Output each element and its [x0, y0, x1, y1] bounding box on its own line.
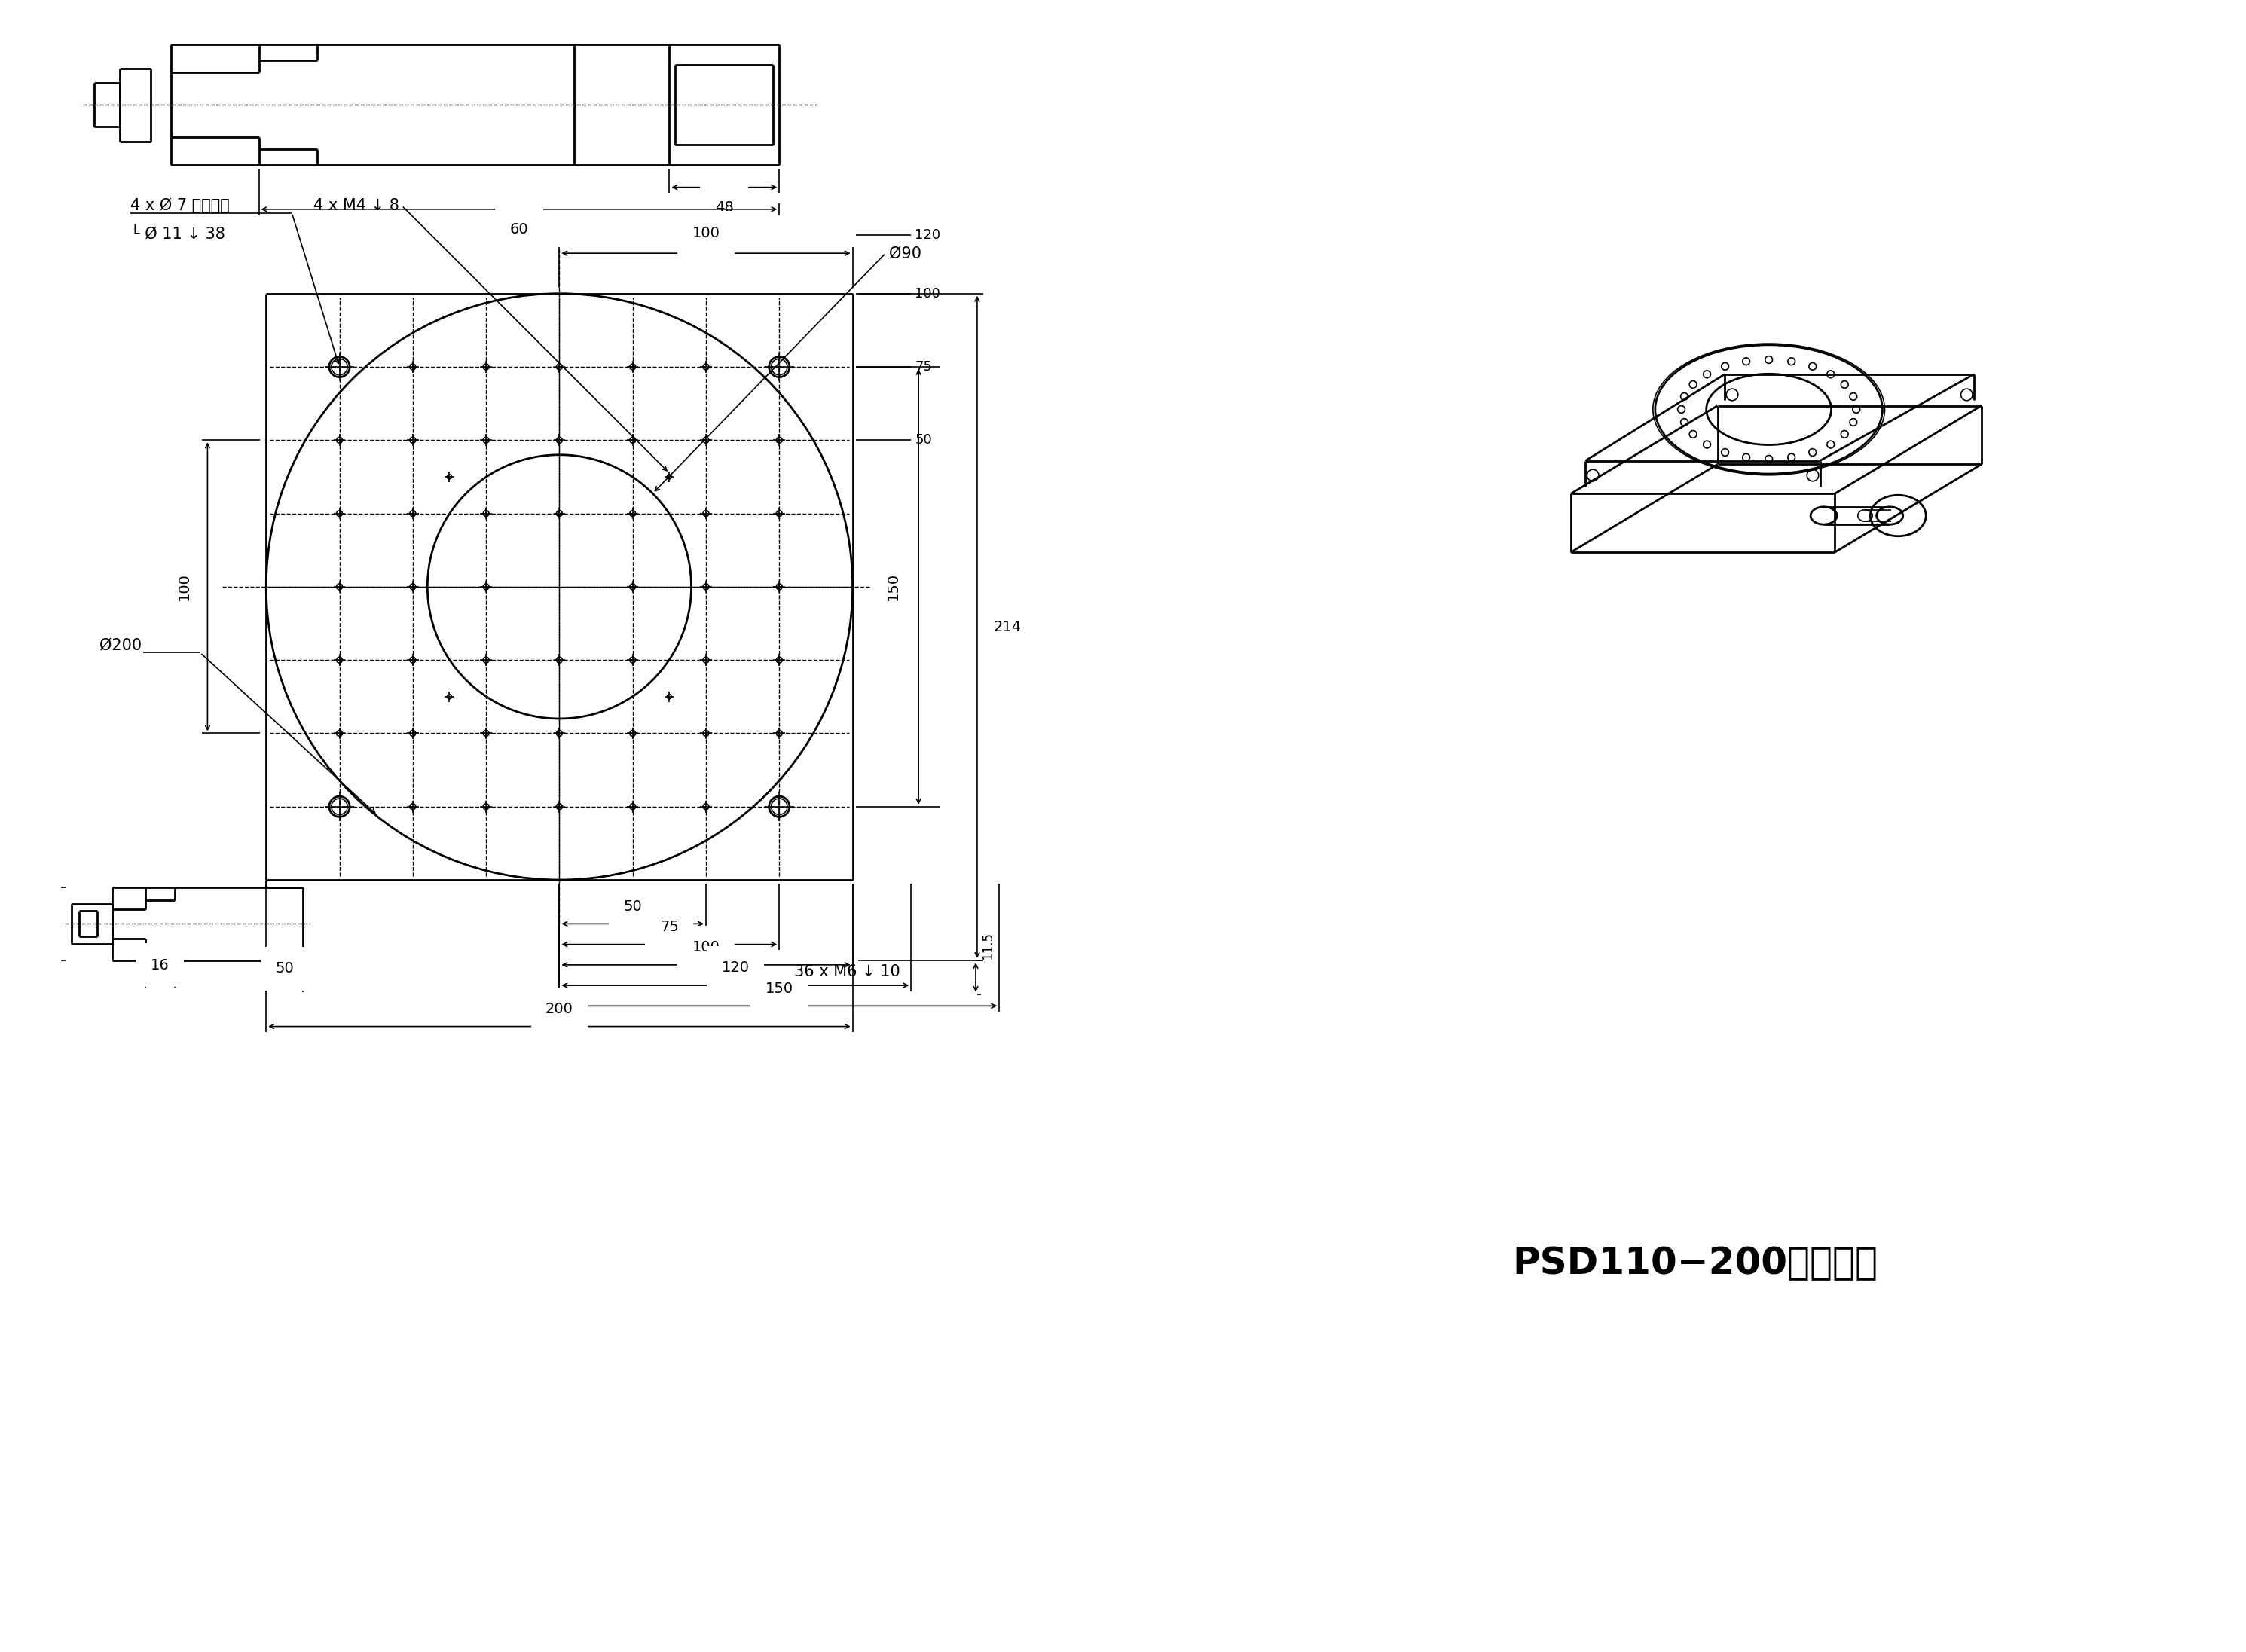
Text: 214: 214 — [993, 620, 1022, 634]
Text: 60: 60 — [510, 223, 528, 236]
Text: 36 x M6 ↓ 10: 36 x M6 ↓ 10 — [793, 965, 901, 980]
Text: 50: 50 — [914, 433, 932, 448]
Text: 50: 50 — [624, 899, 642, 914]
Text: Ø200: Ø200 — [99, 638, 141, 653]
Text: 50: 50 — [276, 961, 294, 976]
Text: 200: 200 — [546, 1001, 573, 1016]
Text: 11.5: 11.5 — [982, 932, 995, 960]
Text: 16: 16 — [150, 958, 168, 973]
Text: └ Ø 11 ↓ 38: └ Ø 11 ↓ 38 — [130, 228, 225, 243]
Text: PSD110−200（手动）: PSD110−200（手动） — [1514, 1246, 1878, 1282]
Text: 100: 100 — [692, 940, 721, 955]
Text: 4 x Ø 7 完全贯穿: 4 x Ø 7 完全贯穿 — [130, 198, 229, 213]
Text: 48: 48 — [714, 200, 734, 215]
Text: 100: 100 — [692, 226, 721, 240]
Text: 150: 150 — [885, 573, 901, 601]
Text: 100: 100 — [177, 573, 191, 601]
Text: 4 x M4 ↓ 8: 4 x M4 ↓ 8 — [314, 198, 400, 213]
Text: 75: 75 — [660, 920, 678, 933]
Text: Ø90: Ø90 — [889, 246, 921, 261]
Text: 150: 150 — [766, 981, 793, 996]
Text: 75: 75 — [914, 360, 932, 373]
Text: 120: 120 — [914, 228, 941, 241]
Text: 120: 120 — [721, 961, 750, 975]
Text: 100: 100 — [914, 287, 941, 301]
